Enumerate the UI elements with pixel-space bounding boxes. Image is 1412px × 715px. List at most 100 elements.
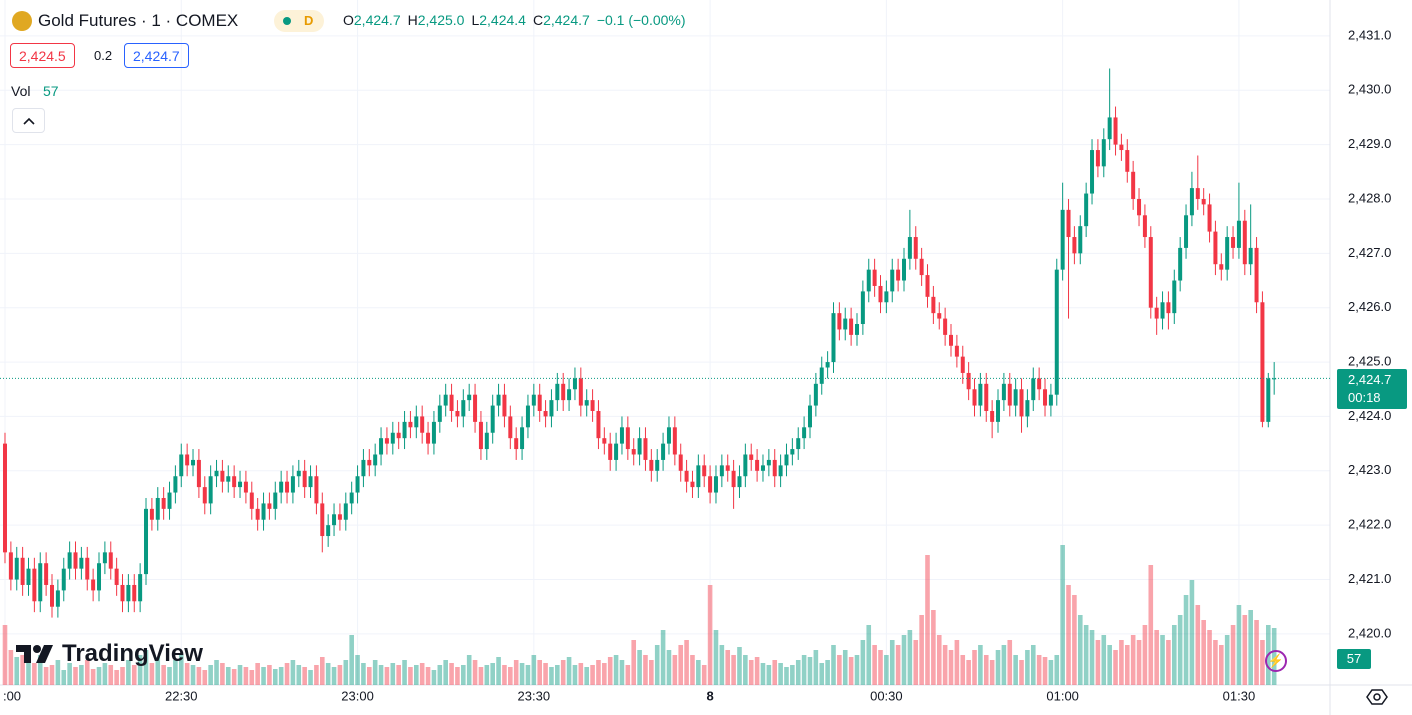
candle-body (731, 470, 736, 488)
volume-bar (825, 660, 830, 685)
candle-body (102, 552, 107, 564)
volume-bar (878, 650, 883, 685)
candle-body (1154, 307, 1159, 319)
symbol-icon (12, 11, 32, 31)
candle-body (825, 362, 830, 368)
volume-bar (296, 665, 302, 685)
volume-bar (490, 663, 495, 685)
volume-bar (214, 660, 219, 685)
candle-body (619, 427, 624, 444)
candle-body (943, 318, 948, 335)
volume-bar (1083, 625, 1089, 685)
collapse-button[interactable] (12, 108, 45, 133)
candle-body (431, 421, 436, 444)
volume-bar (8, 650, 14, 685)
chevron-icon (23, 117, 35, 125)
candle-body (279, 481, 284, 493)
volume-bar (190, 665, 196, 685)
volume-bar (672, 655, 678, 685)
volume-bar (819, 663, 825, 685)
volume-bar (737, 647, 742, 685)
volume-bar (178, 655, 184, 685)
candle-body (649, 459, 654, 471)
candle-body (561, 383, 566, 401)
volume-bar (942, 645, 948, 685)
candle-body (766, 459, 771, 466)
volume-bar (707, 585, 713, 685)
candle-body (232, 476, 237, 488)
badge: D (304, 13, 314, 28)
volume-bar (1036, 655, 1042, 685)
volume-bar (161, 665, 166, 685)
status-pill[interactable]: D (274, 10, 324, 32)
bid-button[interactable]: 2,424.5 (10, 43, 75, 68)
symbol-title[interactable]: Gold Futures · 1 · COMEX (38, 11, 239, 30)
volume-bar (619, 660, 625, 685)
candle-body (1066, 209, 1071, 238)
candle-body (79, 557, 84, 569)
volume-bar (1171, 625, 1177, 685)
candle-body (126, 584, 131, 602)
volume-bar (366, 667, 372, 685)
volume-bar (725, 650, 731, 685)
volume-bar (637, 650, 642, 685)
candle-body (796, 438, 801, 450)
volume-bar (560, 660, 566, 685)
candle-body (267, 503, 272, 509)
candle-body (132, 584, 137, 602)
x-tick-label: 00:30 (870, 688, 903, 703)
candle-body (890, 269, 895, 292)
candle-body (26, 568, 31, 585)
volume-bar (625, 665, 631, 685)
volume-bar (649, 660, 654, 685)
candle-body (214, 470, 219, 477)
volume-bar (1166, 640, 1171, 685)
candle-body (185, 454, 190, 466)
candle-body (50, 584, 55, 607)
volume-bar (384, 667, 390, 685)
volume-bar (249, 670, 255, 685)
volume-bar (26, 660, 31, 685)
ohlc-value: 2,424.7 (543, 12, 590, 28)
volume-bar (978, 645, 983, 685)
settings-icon[interactable] (1366, 686, 1388, 708)
candle-body (138, 574, 143, 602)
candle-body (1090, 150, 1095, 194)
volume-bar (1183, 595, 1189, 685)
volume-bar (1201, 620, 1206, 685)
ask-button[interactable]: 2,424.7 (124, 43, 189, 68)
candle-body (85, 557, 90, 580)
candle-body (1184, 215, 1189, 248)
volume-bar (1242, 615, 1248, 685)
volume-bar (43, 667, 49, 685)
volume-bar (754, 657, 760, 685)
volume-bar (678, 645, 684, 685)
volume-bar (143, 650, 149, 685)
volume-bar (525, 665, 531, 685)
lightning-button[interactable]: ⚡ (1265, 650, 1287, 672)
volume-bar (966, 660, 971, 685)
candle-body (790, 449, 795, 455)
volume-bar (1142, 625, 1148, 685)
candle-body (108, 552, 113, 569)
volume-bar (566, 657, 572, 685)
volume-bar (983, 655, 989, 685)
price-tag: 2,424.7 00:18 (1337, 369, 1407, 409)
candle-body (884, 291, 889, 303)
volume-bar (231, 669, 237, 685)
volume-bar (1089, 630, 1095, 685)
candle-body (919, 258, 924, 276)
volume-bar (1230, 625, 1236, 685)
change: −0.1 (−0.00%) (596, 12, 686, 28)
volume-bar (1007, 640, 1013, 685)
candle-body (1148, 237, 1153, 308)
candle-body (149, 508, 154, 520)
candle-body (960, 356, 965, 373)
candle-body (996, 400, 1001, 422)
volume-bar (772, 660, 778, 685)
volume-bar (20, 655, 25, 685)
ohlc-value: 2,425.0 (417, 12, 465, 28)
volume-bar (14, 657, 20, 685)
candle-body (602, 438, 607, 444)
candle-body (978, 383, 983, 406)
